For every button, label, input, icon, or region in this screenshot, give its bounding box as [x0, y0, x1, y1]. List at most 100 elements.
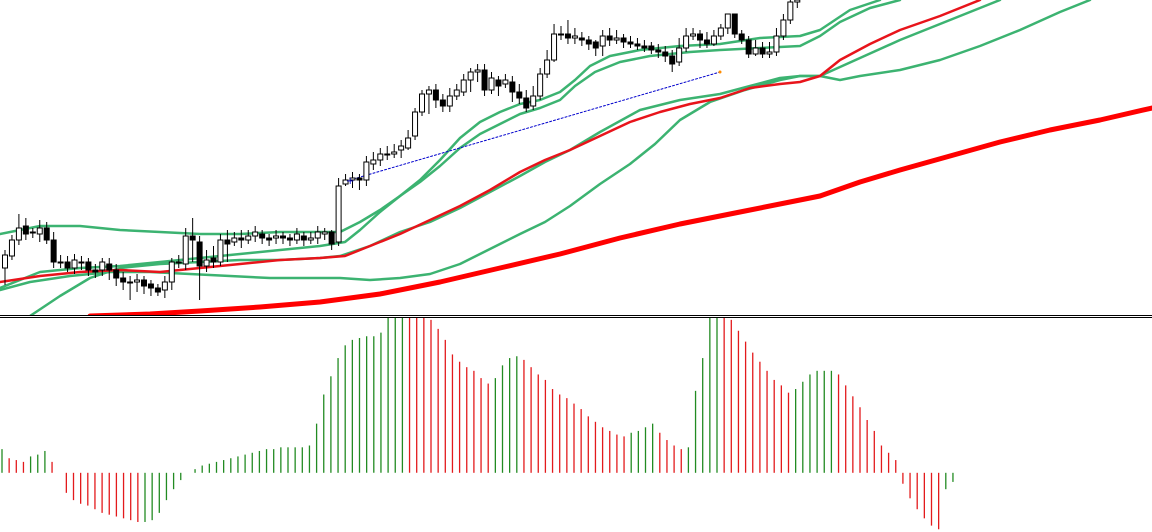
candle-body — [752, 47, 759, 55]
candle-body — [377, 153, 384, 161]
candle-body — [509, 81, 516, 93]
candle-body — [238, 237, 245, 241]
candle-body — [703, 39, 710, 45]
candle — [43, 222, 50, 244]
candle-body — [530, 95, 537, 107]
candle — [453, 84, 460, 100]
candle — [585, 36, 592, 50]
candle — [425, 86, 432, 114]
candle — [29, 228, 36, 238]
candle-body — [293, 233, 300, 241]
candle — [530, 86, 537, 110]
candle-body — [217, 239, 224, 263]
candle-body — [724, 13, 731, 29]
candle — [683, 28, 690, 52]
candle — [495, 76, 502, 96]
candle — [147, 280, 154, 296]
candle — [266, 234, 273, 246]
candle-body — [738, 33, 745, 41]
candle-body — [773, 35, 780, 53]
candle — [391, 144, 398, 158]
candle — [564, 20, 571, 44]
candle — [314, 226, 321, 244]
oscillator-panel[interactable] — [0, 318, 1152, 532]
candle — [412, 108, 419, 140]
candle-body — [634, 43, 641, 47]
candle-body — [85, 261, 92, 271]
candle-body — [2, 254, 8, 269]
candle — [787, 0, 794, 24]
candle — [516, 84, 523, 104]
ma-fast-line — [0, 0, 982, 284]
candle-body — [175, 261, 182, 264]
candle — [321, 228, 328, 240]
candle-body — [266, 237, 273, 241]
candle-body — [488, 77, 495, 91]
candle — [509, 76, 516, 102]
candle — [717, 24, 724, 40]
candle — [738, 30, 745, 44]
candle-body — [391, 151, 398, 155]
candle-body — [314, 231, 321, 239]
candle — [481, 64, 488, 96]
candle-body — [280, 235, 286, 239]
candle-body — [286, 237, 293, 241]
trendline-end-marker — [718, 70, 722, 74]
candle — [2, 250, 8, 285]
upper-band-slow-line — [0, 0, 882, 236]
candle — [231, 232, 238, 246]
candle — [328, 230, 335, 250]
candle — [419, 90, 425, 116]
candle — [697, 30, 703, 48]
candle-body — [78, 261, 85, 264]
candle-body — [425, 89, 432, 95]
candle — [252, 226, 259, 242]
candle-body — [432, 89, 439, 101]
candle-body — [307, 237, 314, 241]
candle — [398, 140, 405, 158]
candle-body — [356, 177, 363, 181]
candle — [620, 34, 627, 48]
candle — [300, 232, 307, 246]
candle-body — [154, 287, 161, 293]
candle-body — [537, 73, 544, 97]
candle-body — [300, 235, 307, 241]
candle-body — [655, 49, 662, 53]
candle-body — [690, 33, 697, 37]
candle-body — [697, 33, 703, 41]
candle-body — [474, 69, 481, 73]
candle-body — [71, 259, 78, 269]
candle — [578, 32, 585, 46]
candle — [85, 258, 92, 276]
candle-body — [446, 95, 453, 107]
trendline-line — [349, 71, 721, 181]
candle-body — [620, 37, 627, 43]
candle — [752, 40, 759, 56]
candle-body — [141, 279, 147, 287]
candle-body — [495, 79, 502, 87]
panel-separator[interactable] — [0, 315, 1152, 318]
candle-body — [585, 39, 592, 45]
candle-body — [613, 37, 620, 41]
candle — [335, 178, 342, 246]
candle-body — [759, 47, 766, 55]
candle-body — [731, 13, 738, 35]
candle-body — [794, 0, 801, 3]
candle-body — [745, 39, 752, 55]
lower-band-slow-line — [0, 0, 1092, 292]
candle — [71, 254, 78, 274]
candle — [641, 40, 648, 52]
candle-body — [419, 93, 425, 113]
candle-body — [64, 261, 71, 269]
candle — [502, 74, 509, 88]
candle-body — [412, 111, 419, 137]
price-panel[interactable]: + — [0, 0, 1152, 316]
candle — [544, 50, 551, 78]
candle — [592, 40, 599, 56]
candle — [196, 236, 203, 300]
candle — [356, 174, 363, 190]
candle — [571, 28, 578, 44]
candle — [203, 250, 210, 272]
candle — [259, 230, 266, 244]
